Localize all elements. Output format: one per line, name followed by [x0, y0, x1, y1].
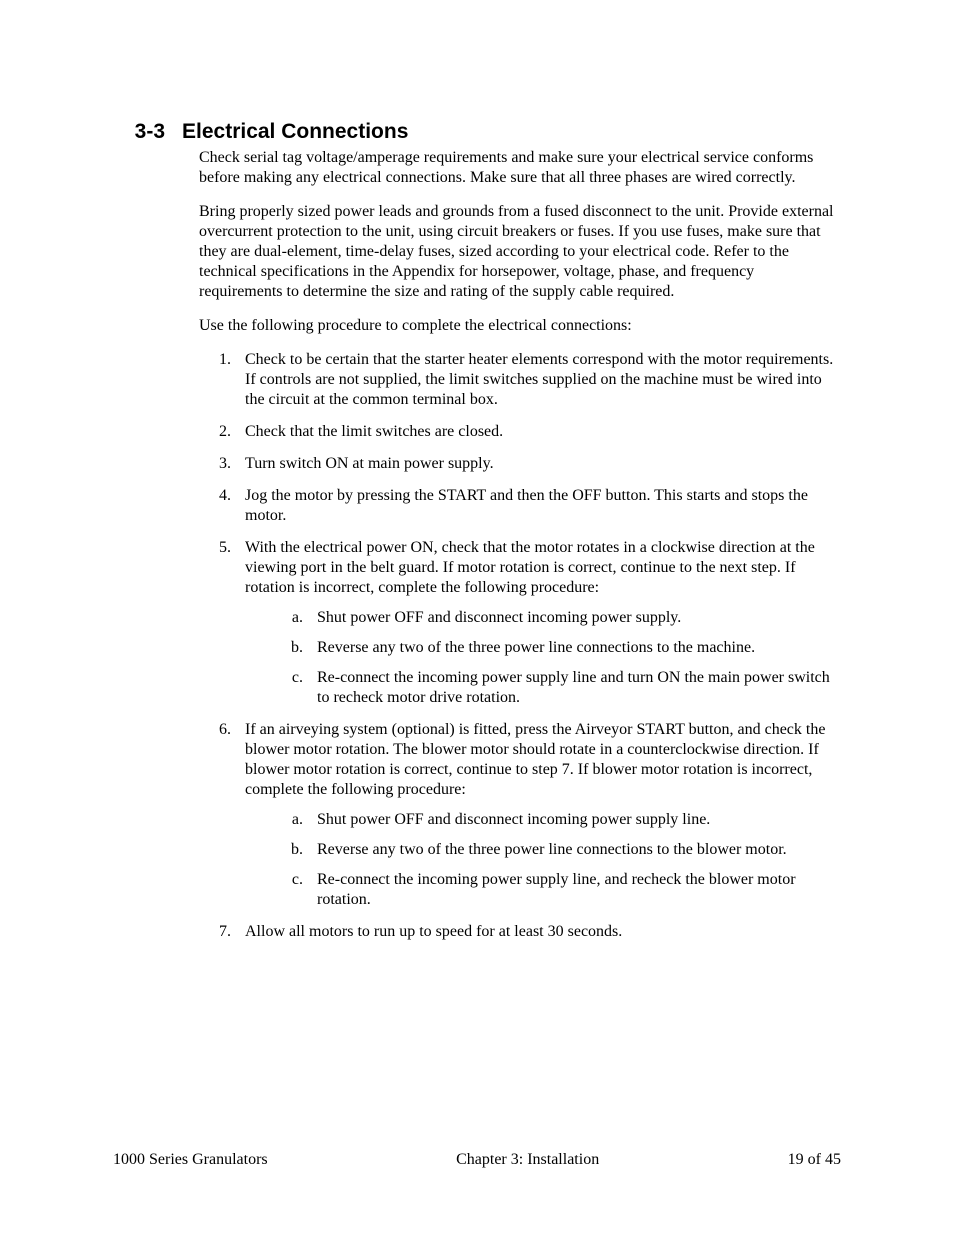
list-item-text: With the electrical power ON, check that…	[245, 539, 815, 596]
list-item-text: If an airveying system (optional) is fit…	[245, 721, 825, 798]
list-item: Check that the limit switches are closed…	[235, 422, 841, 442]
sub-list: Shut power OFF and disconnect incoming p…	[245, 810, 841, 910]
list-item: Re-connect the incoming power supply lin…	[307, 870, 841, 910]
section-number: 3-3	[113, 120, 182, 144]
procedure-list: Check to be certain that the starter hea…	[199, 350, 841, 942]
footer-right: 19 of 45	[788, 1151, 841, 1169]
list-item: Check to be certain that the starter hea…	[235, 350, 841, 410]
section-body: Check serial tag voltage/amperage requir…	[199, 148, 841, 942]
list-item: Allow all motors to run up to speed for …	[235, 922, 841, 942]
sub-list: Shut power OFF and disconnect incoming p…	[245, 608, 841, 708]
list-item: Shut power OFF and disconnect incoming p…	[307, 608, 841, 628]
section-title: Electrical Connections	[182, 120, 408, 144]
list-item: With the electrical power ON, check that…	[235, 538, 841, 708]
paragraph: Bring properly sized power leads and gro…	[199, 202, 841, 302]
list-item: Turn switch ON at main power supply.	[235, 454, 841, 474]
list-item: Reverse any two of the three power line …	[307, 638, 841, 658]
list-item: If an airveying system (optional) is fit…	[235, 720, 841, 910]
paragraph: Use the following procedure to complete …	[199, 316, 841, 336]
list-item: Jog the motor by pressing the START and …	[235, 486, 841, 526]
footer-left: 1000 Series Granulators	[113, 1151, 268, 1169]
footer-center: Chapter 3: Installation	[456, 1151, 599, 1169]
page-footer: 1000 Series Granulators Chapter 3: Insta…	[113, 1151, 841, 1169]
list-item: Reverse any two of the three power line …	[307, 840, 841, 860]
list-item: Re-connect the incoming power supply lin…	[307, 668, 841, 708]
paragraph: Check serial tag voltage/amperage requir…	[199, 148, 841, 188]
page: 3-3 Electrical Connections Check serial …	[0, 0, 954, 1235]
section-heading: 3-3 Electrical Connections	[113, 120, 841, 144]
list-item: Shut power OFF and disconnect incoming p…	[307, 810, 841, 830]
